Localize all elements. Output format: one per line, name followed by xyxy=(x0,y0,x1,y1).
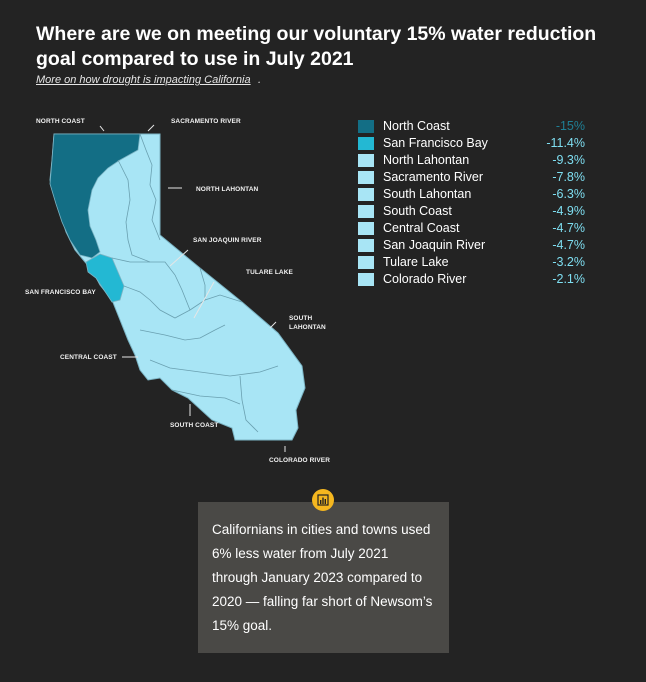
region-san-francisco-bay[interactable] xyxy=(85,253,125,303)
legend-region-name: Central Coast xyxy=(383,221,460,235)
legend-item: Tulare Lake -3.2% xyxy=(357,254,587,271)
link-suffix: . xyxy=(258,74,262,86)
legend-region-value: -2.1% xyxy=(552,272,585,286)
california-map: NORTH COAST SACRAMENTO RIVER NORTH LAHON… xyxy=(0,100,360,480)
legend-region-name: South Coast xyxy=(383,204,452,218)
legend-item: San Joaquin River -4.7% xyxy=(357,237,587,254)
legend-swatch xyxy=(357,153,375,168)
legend-swatch xyxy=(357,170,375,185)
legend-swatch xyxy=(357,119,375,134)
region-north-coast[interactable] xyxy=(49,133,141,259)
legend-region-name: Sacramento River xyxy=(383,170,484,184)
callout-text: Californians in cities and towns used 6%… xyxy=(212,522,433,633)
legend-region-name: North Lahontan xyxy=(383,153,470,167)
legend-item: Sacramento River -7.8% xyxy=(357,169,587,186)
label-tulare-lake: TULARE LAKE xyxy=(246,269,293,276)
legend-item: North Lahontan -9.3% xyxy=(357,152,587,169)
legend-swatch xyxy=(357,238,375,253)
legend-swatch xyxy=(357,255,375,270)
label-san-francisco-bay: SAN FRANCISCO BAY xyxy=(25,289,96,296)
legend: North Coast -15% San Francisco Bay -11.4… xyxy=(357,118,587,288)
callout-box: Californians in cities and towns used 6%… xyxy=(198,502,449,653)
label-north-lahontan: NORTH LAHONTAN xyxy=(196,186,259,193)
bar-chart-icon xyxy=(312,489,334,511)
legend-region-value: -4.7% xyxy=(552,221,585,235)
legend-item: San Francisco Bay -11.4% xyxy=(357,135,587,152)
legend-region-name: South Lahontan xyxy=(383,187,472,201)
label-south-coast: SOUTH COAST xyxy=(170,422,219,429)
legend-region-value: -4.9% xyxy=(552,204,585,218)
label-san-joaquin-river: SAN JOAQUIN RIVER xyxy=(193,237,262,244)
legend-swatch xyxy=(357,187,375,202)
legend-swatch xyxy=(357,136,375,151)
legend-region-value: -7.8% xyxy=(552,170,585,184)
legend-swatch xyxy=(357,204,375,219)
legend-region-name: San Francisco Bay xyxy=(383,136,488,150)
legend-swatch xyxy=(357,272,375,287)
legend-item: South Lahontan -6.3% xyxy=(357,186,587,203)
legend-swatch xyxy=(357,221,375,236)
legend-item: Colorado River -2.1% xyxy=(357,271,587,288)
legend-region-value: -11.4% xyxy=(546,136,585,150)
legend-region-value: -6.3% xyxy=(552,187,585,201)
legend-region-value: -15% xyxy=(555,119,585,133)
label-sacramento-river: SACRAMENTO RIVER xyxy=(171,118,241,125)
label-north-coast: NORTH COAST xyxy=(36,118,85,125)
legend-item: Central Coast -4.7% xyxy=(357,220,587,237)
legend-item: South Coast -4.9% xyxy=(357,203,587,220)
region-borders xyxy=(111,133,279,433)
legend-item: North Coast -15% xyxy=(357,118,587,135)
drought-link[interactable]: More on how drought is impacting Califor… xyxy=(36,74,251,86)
legend-region-name: Colorado River xyxy=(383,272,467,286)
label-south-lahontan-line1: SOUTH xyxy=(289,315,313,322)
legend-region-value: -3.2% xyxy=(552,255,585,269)
legend-region-value: -9.3% xyxy=(552,153,585,167)
page-title: Where are we on meeting our voluntary 15… xyxy=(36,23,597,70)
label-colorado-river: COLORADO RIVER xyxy=(269,457,330,464)
label-south-lahontan-line2: LAHONTAN xyxy=(289,324,326,331)
california-map-svg xyxy=(49,124,306,452)
label-leaders xyxy=(99,124,286,452)
legend-region-value: -4.7% xyxy=(552,238,585,252)
legend-region-name: North Coast xyxy=(383,119,450,133)
legend-region-name: Tulare Lake xyxy=(383,255,449,269)
label-central-coast: CENTRAL COAST xyxy=(60,354,117,361)
legend-region-name: San Joaquin River xyxy=(383,238,486,252)
